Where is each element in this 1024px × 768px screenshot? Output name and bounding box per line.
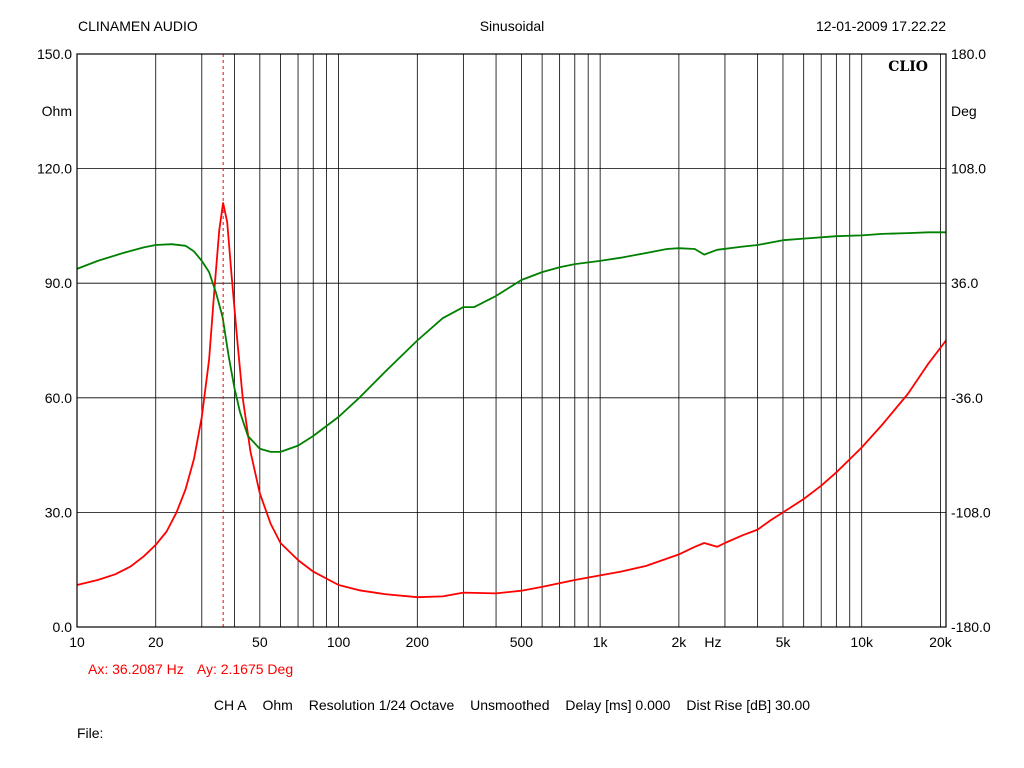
y-left-axis-label: Ohm <box>42 103 72 119</box>
cursor-readout: Ax: 36.2087 Hz Ay: 2.1675 Deg <box>88 661 303 677</box>
x-tick-label: 5k <box>776 634 792 650</box>
y-left-tick-label: 60.0 <box>45 390 72 406</box>
x-tick-label: 50 <box>252 634 268 650</box>
y-right-tick-label: 180.0 <box>951 46 986 62</box>
y-left-tick-label: 90.0 <box>45 275 72 291</box>
file-label: File: <box>77 725 104 741</box>
x-tick-label: 100 <box>327 634 351 650</box>
impedance-chart: 0.0 30.0 60.0 90.0 120.0 150.0 -180.0 -108.0 -36… <box>37 46 991 650</box>
y-left-tick-label: 0.0 <box>53 619 73 635</box>
param-channel: CH A <box>213 697 247 713</box>
plot-frame <box>76 53 947 628</box>
x-tick-label: 20 <box>148 634 164 650</box>
chart-series <box>76 202 947 599</box>
y-right-tick-label: -36.0 <box>951 390 983 406</box>
y-left-tick-label: 30.0 <box>45 504 72 520</box>
chart-grid <box>77 54 946 627</box>
param-delay: Delay [ms] 0.000 <box>565 697 671 713</box>
header-company: CLINAMEN AUDIO <box>78 18 198 34</box>
series-impedance-line <box>76 202 947 599</box>
cursor-readout-x: Ax: 36.2087 Hz <box>88 661 184 677</box>
y-left-tick-label: 150.0 <box>37 46 72 62</box>
x-tick-label: 1k <box>593 634 609 650</box>
y-right-tick-label: 36.0 <box>951 275 978 291</box>
x-tick-label: 500 <box>510 634 534 650</box>
clio-logo: CLIO <box>888 59 928 75</box>
param-unit: Ohm <box>262 697 293 713</box>
x-tick-label: 200 <box>406 634 430 650</box>
header-timestamp: 12-01-2009 17.22.22 <box>816 18 946 34</box>
measurement-parameters: CH A Ohm Resolution 1/24 Octave Unsmooth… <box>0 697 1024 713</box>
chart-labels: 0.0 30.0 60.0 90.0 120.0 150.0 -180.0 -108.0 -36… <box>37 46 991 650</box>
y-left-tick-label: 120.0 <box>37 161 72 177</box>
y-right-tick-label: -108.0 <box>951 504 991 520</box>
series-phase-line <box>76 231 946 453</box>
y-right-tick-label: -180.0 <box>951 619 991 635</box>
y-right-tick-label: 108.0 <box>951 161 986 177</box>
y-right-axis-label: Deg <box>951 103 977 119</box>
param-dist-rise: Dist Rise [dB] 30.00 <box>686 697 811 713</box>
x-tick-label: 2k <box>671 634 687 650</box>
header-mode: Sinusoidal <box>479 18 545 34</box>
param-resolution: Resolution 1/24 Octave <box>308 697 455 713</box>
param-smoothing: Unsmoothed <box>470 697 550 713</box>
cursor-readout-y: Ay: 2.1675 Deg <box>196 661 294 677</box>
x-axis-unit-label: Hz <box>704 634 721 650</box>
x-tick-label: 10k <box>850 634 874 650</box>
x-tick-label: 20k <box>929 634 953 650</box>
x-tick-label: 10 <box>69 634 85 650</box>
